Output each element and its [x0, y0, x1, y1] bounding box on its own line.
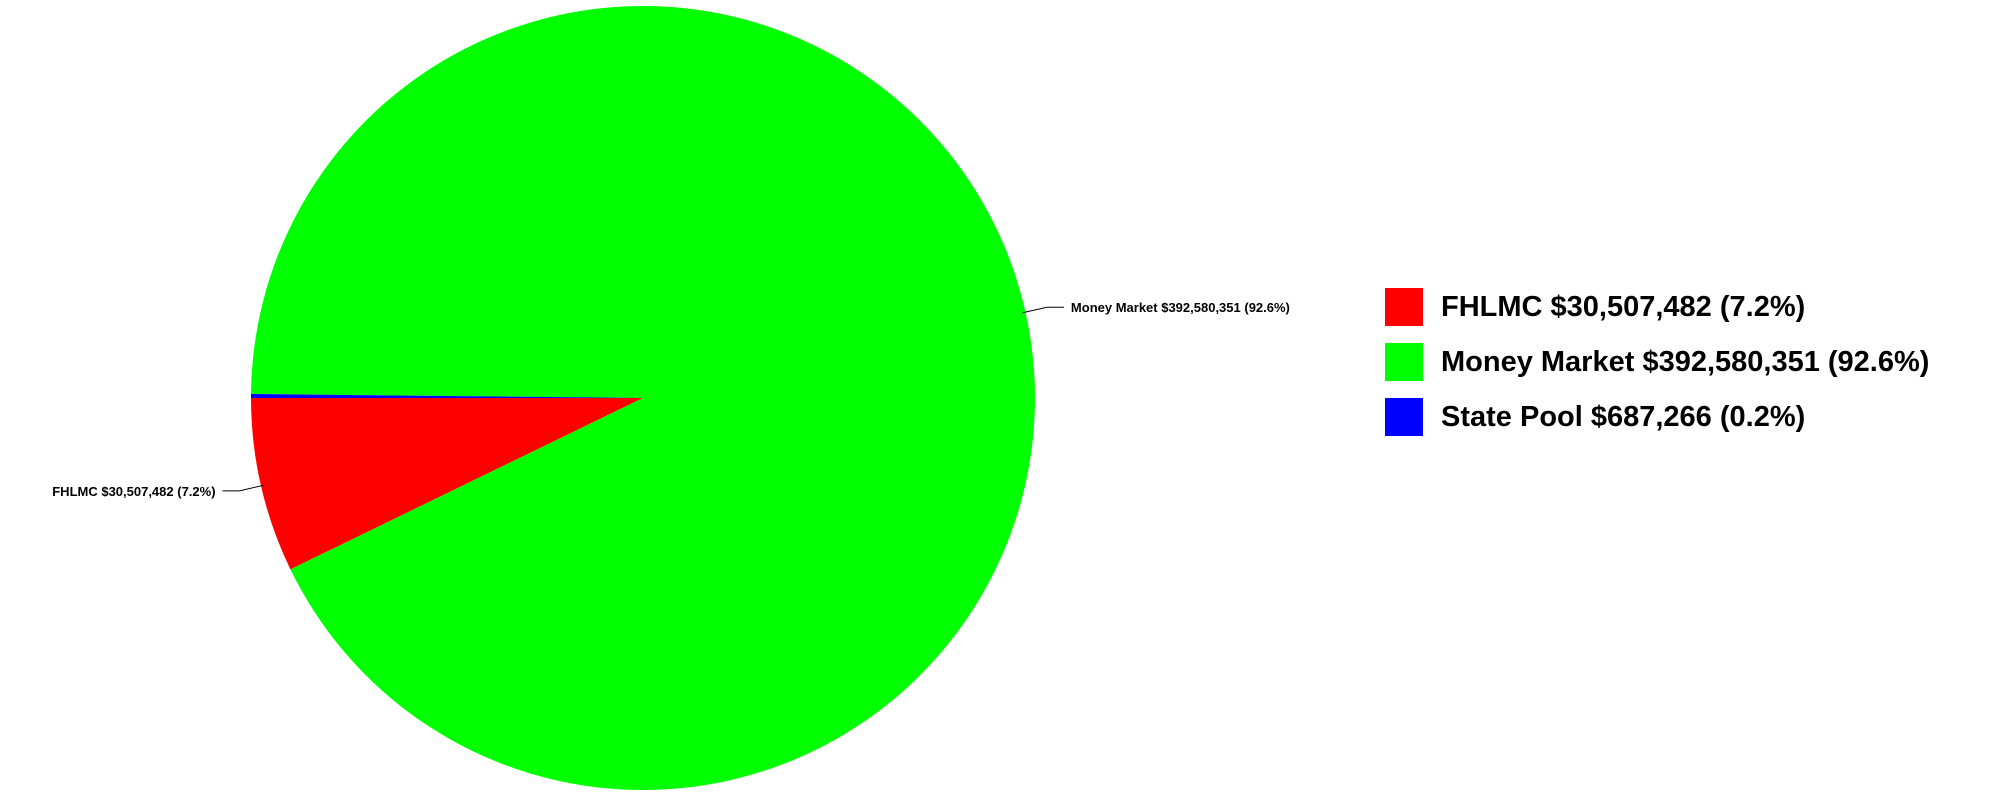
legend-item: FHLMC $30,507,482 (7.2%) — [1385, 288, 1929, 326]
legend-label: State Pool $687,266 (0.2%) — [1441, 400, 1806, 433]
legend-item: Money Market $392,580,351 (92.6%) — [1385, 343, 1929, 381]
legend-swatch — [1385, 343, 1423, 381]
slice-label: FHLMC $30,507,482 (7.2%) — [52, 484, 215, 499]
slice-label: Money Market $392,580,351 (92.6%) — [1071, 300, 1290, 315]
legend: FHLMC $30,507,482 (7.2%) Money Market $39… — [1385, 288, 1929, 453]
leader-line — [222, 484, 265, 492]
legend-label: FHLMC $30,507,482 (7.2%) — [1441, 290, 1806, 323]
slice-labels: FHLMC $30,507,482 (7.2%) Money Market $39… — [52, 300, 1290, 499]
pie-slice-fhlmc — [251, 398, 643, 570]
pie-slices — [251, 6, 1035, 791]
pie-slice-state-pool — [251, 394, 643, 398]
pie-slice-money-market — [251, 6, 1035, 791]
legend-item: State Pool $687,266 (0.2%) — [1385, 398, 1929, 436]
leader-line — [1022, 306, 1064, 314]
legend-swatch — [1385, 398, 1423, 436]
legend-swatch — [1385, 288, 1423, 326]
legend-label: Money Market $392,580,351 (92.6%) — [1441, 345, 1930, 378]
